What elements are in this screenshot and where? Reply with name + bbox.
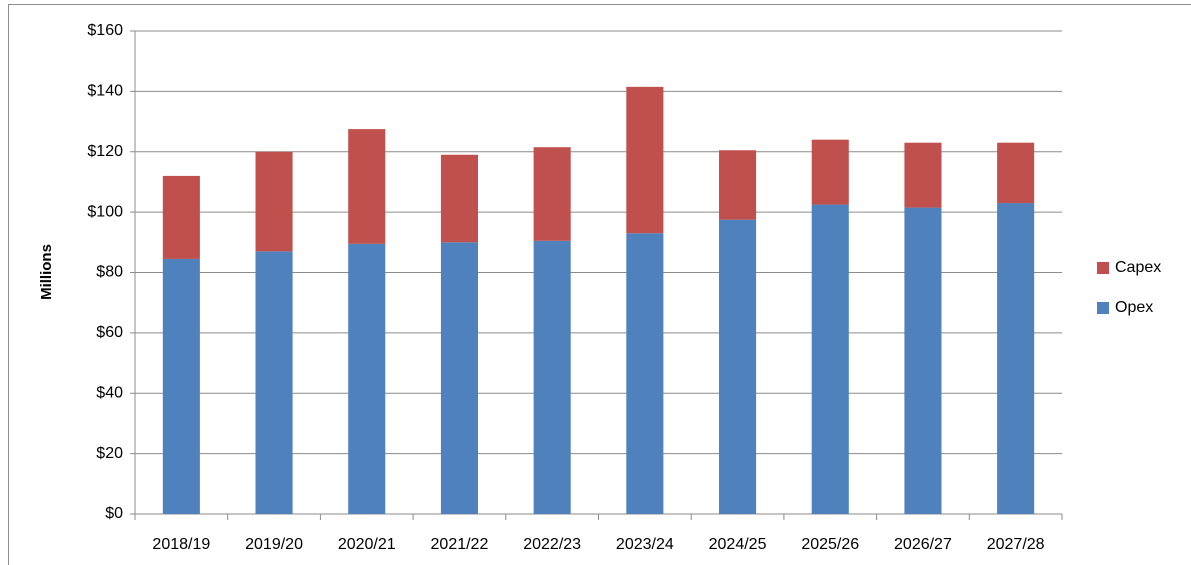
x-tick-label: 2026/27 xyxy=(894,536,952,553)
x-tick-label: 2023/24 xyxy=(616,536,674,553)
bar xyxy=(533,147,571,241)
x-tick-label: 2020/21 xyxy=(338,536,396,553)
bar xyxy=(997,142,1035,204)
bar xyxy=(440,154,478,243)
bar xyxy=(255,151,293,252)
x-tick-label: 2019/20 xyxy=(245,536,303,553)
x-tick-label: 2021/22 xyxy=(431,536,489,553)
x-tick-label: 2027/28 xyxy=(987,536,1045,553)
bar xyxy=(348,243,386,514)
bar xyxy=(440,242,478,514)
bar xyxy=(162,175,200,259)
bar xyxy=(626,233,664,514)
bar xyxy=(255,251,293,514)
legend-label: Opex xyxy=(1115,299,1153,316)
bar xyxy=(811,139,849,205)
y-tick-label: $140 xyxy=(87,83,123,100)
bar xyxy=(811,204,849,514)
bar xyxy=(904,142,942,208)
y-tick-label: $100 xyxy=(87,203,123,220)
y-axis-label: Millions xyxy=(38,244,55,300)
bar xyxy=(162,258,200,514)
y-tick-label: $20 xyxy=(96,445,123,462)
bar xyxy=(533,240,571,514)
y-tick-label: $0 xyxy=(105,505,123,522)
legend-swatch xyxy=(1097,302,1109,314)
y-tick-label: $40 xyxy=(96,384,123,401)
bar xyxy=(719,219,757,514)
legend-swatch xyxy=(1097,262,1109,274)
bar xyxy=(719,150,757,220)
x-tick-label: 2018/19 xyxy=(152,536,210,553)
x-tick-label: 2024/25 xyxy=(709,536,767,553)
x-tick-label: 2025/26 xyxy=(801,536,859,553)
bar xyxy=(904,207,942,515)
y-tick-label: $80 xyxy=(96,264,123,281)
legend-label: Capex xyxy=(1115,259,1161,276)
bar xyxy=(626,86,664,234)
y-tick-label: $120 xyxy=(87,143,123,160)
bar xyxy=(348,129,386,244)
y-tick-label: $160 xyxy=(87,22,123,39)
chart-border xyxy=(8,4,1191,565)
bar xyxy=(997,203,1035,514)
x-tick-label: 2022/23 xyxy=(523,536,581,553)
y-tick-label: $60 xyxy=(96,324,123,341)
